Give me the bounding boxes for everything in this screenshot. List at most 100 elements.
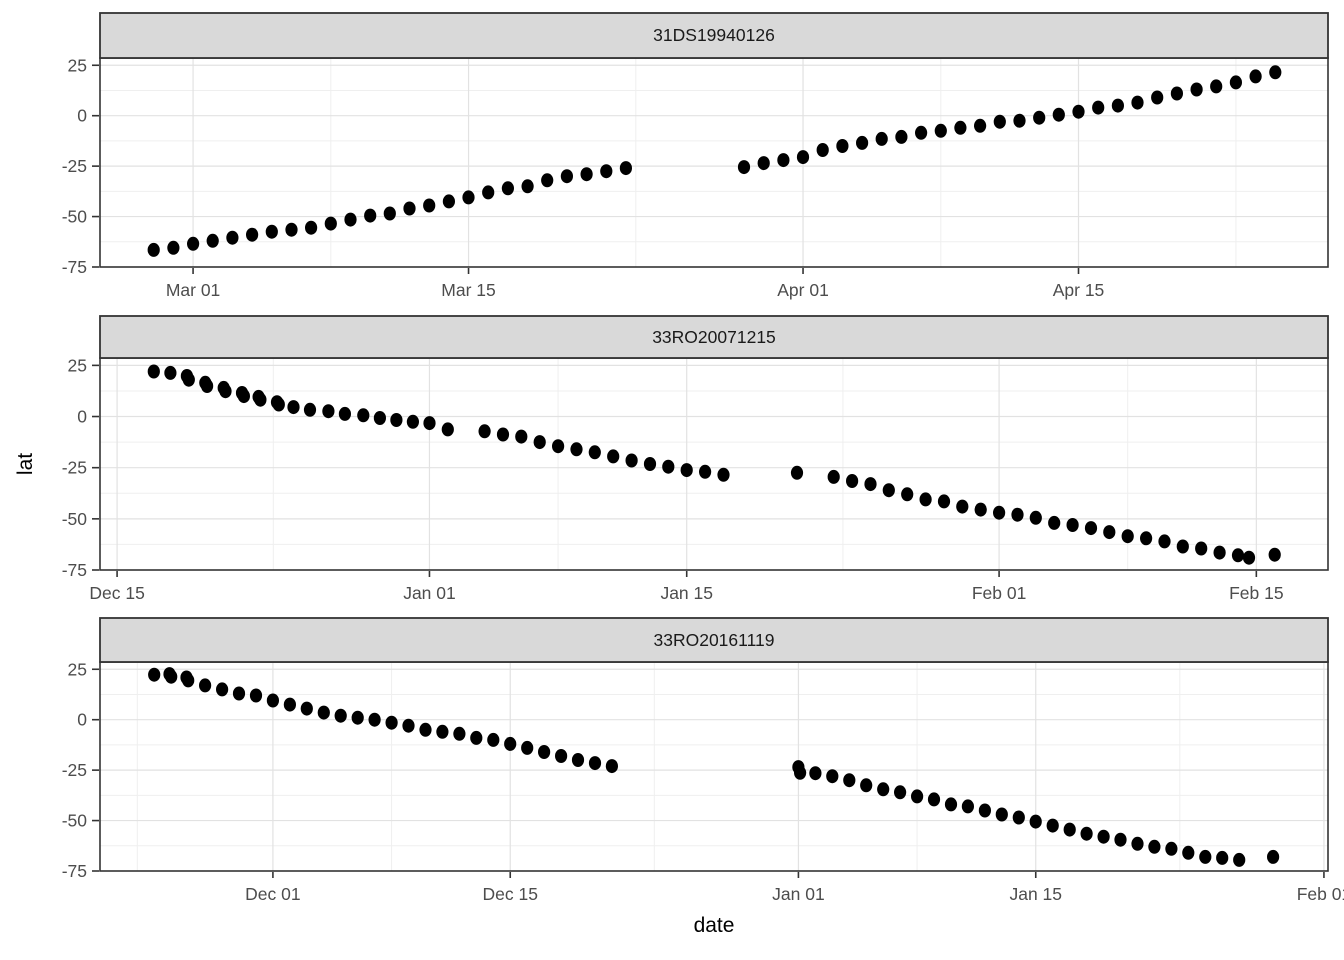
data-point bbox=[856, 135, 869, 150]
x-tick-label: Jan 15 bbox=[660, 583, 713, 603]
data-point bbox=[199, 678, 212, 693]
data-point bbox=[1199, 849, 1212, 864]
data-point bbox=[1269, 65, 1282, 80]
y-tick-label: -25 bbox=[62, 760, 87, 780]
data-point bbox=[619, 161, 633, 176]
data-point bbox=[974, 502, 987, 517]
y-axis-ticks: 25 0 -25 -50 -75 bbox=[62, 355, 99, 580]
data-point bbox=[285, 222, 298, 237]
data-point bbox=[944, 797, 958, 812]
data-point bbox=[453, 726, 466, 741]
panel-background bbox=[100, 662, 1328, 871]
data-point bbox=[390, 413, 403, 427]
data-point bbox=[1267, 849, 1280, 864]
x-tick-label: Apr 01 bbox=[777, 280, 829, 300]
data-point bbox=[570, 442, 583, 457]
data-point bbox=[402, 718, 415, 733]
data-point bbox=[1140, 531, 1153, 546]
data-point bbox=[993, 114, 1006, 129]
data-point bbox=[1242, 550, 1256, 565]
data-point bbox=[937, 494, 951, 509]
data-point bbox=[934, 123, 947, 138]
data-point bbox=[165, 669, 178, 684]
data-point bbox=[993, 505, 1006, 520]
data-point bbox=[324, 216, 337, 231]
data-point bbox=[533, 435, 546, 450]
y-tick-label: 25 bbox=[68, 55, 87, 75]
data-point bbox=[927, 792, 941, 807]
data-point bbox=[338, 406, 351, 421]
data-point bbox=[482, 185, 495, 200]
data-point bbox=[266, 693, 279, 708]
data-point bbox=[470, 730, 483, 745]
data-point bbox=[846, 474, 859, 488]
data-point bbox=[843, 773, 856, 788]
data-point bbox=[1195, 541, 1208, 556]
data-point bbox=[560, 169, 574, 184]
data-point bbox=[1063, 822, 1076, 837]
data-point bbox=[344, 212, 357, 227]
data-point bbox=[364, 208, 377, 223]
data-point bbox=[521, 740, 534, 755]
data-point bbox=[300, 701, 313, 716]
y-tick-label: 0 bbox=[77, 106, 87, 126]
data-point bbox=[206, 233, 219, 248]
data-point bbox=[737, 160, 751, 175]
data-point bbox=[699, 464, 712, 479]
y-axis-ticks: 25 0 -25 -50 -75 bbox=[62, 55, 99, 277]
data-point bbox=[1097, 829, 1110, 844]
x-tick-label: Dec 15 bbox=[89, 583, 144, 603]
data-point bbox=[287, 400, 300, 415]
data-point bbox=[680, 463, 693, 478]
y-tick-label: 0 bbox=[77, 407, 87, 427]
data-point bbox=[895, 129, 908, 144]
data-point bbox=[1148, 839, 1161, 854]
points-series bbox=[148, 667, 1280, 867]
data-point bbox=[777, 153, 790, 168]
points-series bbox=[147, 364, 1281, 565]
data-point bbox=[1131, 836, 1144, 851]
data-point bbox=[1111, 98, 1124, 113]
data-point bbox=[441, 422, 454, 437]
facet-strip bbox=[99, 617, 1329, 663]
y-tick-label: -50 bbox=[62, 207, 88, 227]
data-point bbox=[334, 708, 347, 723]
x-tick-label: Jan 01 bbox=[403, 583, 456, 603]
facet-2: 25 0 -25 -50 -75 Dec 01 Dec 15 Jan 01 Jan 15 Feb … bbox=[62, 617, 1344, 904]
data-point bbox=[1165, 841, 1178, 856]
data-point bbox=[305, 220, 318, 235]
data-point bbox=[1268, 547, 1281, 562]
data-point bbox=[915, 125, 928, 140]
data-point bbox=[836, 139, 849, 153]
data-point bbox=[1182, 845, 1195, 860]
data-point bbox=[403, 201, 416, 216]
data-point bbox=[254, 392, 267, 407]
data-point bbox=[1216, 850, 1229, 865]
data-point bbox=[580, 167, 593, 182]
gridlines-minor bbox=[100, 358, 1328, 570]
data-point bbox=[1012, 810, 1025, 825]
data-point bbox=[1084, 521, 1098, 536]
data-point bbox=[148, 667, 161, 682]
data-point bbox=[790, 465, 804, 480]
data-point bbox=[1176, 539, 1189, 554]
x-tick-label: Jan 01 bbox=[772, 884, 825, 904]
data-point bbox=[1170, 86, 1183, 101]
x-tick-label: Mar 15 bbox=[441, 280, 495, 300]
data-point bbox=[643, 457, 657, 471]
data-point bbox=[538, 745, 551, 759]
y-tick-label: -50 bbox=[62, 509, 88, 529]
data-point bbox=[436, 724, 449, 739]
data-point bbox=[1052, 107, 1065, 122]
data-point bbox=[237, 389, 250, 404]
y-tick-label: -75 bbox=[62, 861, 87, 881]
data-point bbox=[541, 173, 554, 188]
data-point bbox=[147, 364, 160, 379]
data-point bbox=[1121, 529, 1134, 544]
data-point bbox=[864, 477, 877, 492]
data-point bbox=[423, 198, 436, 213]
data-point bbox=[357, 408, 370, 423]
data-point bbox=[794, 765, 807, 780]
data-point bbox=[515, 429, 528, 444]
